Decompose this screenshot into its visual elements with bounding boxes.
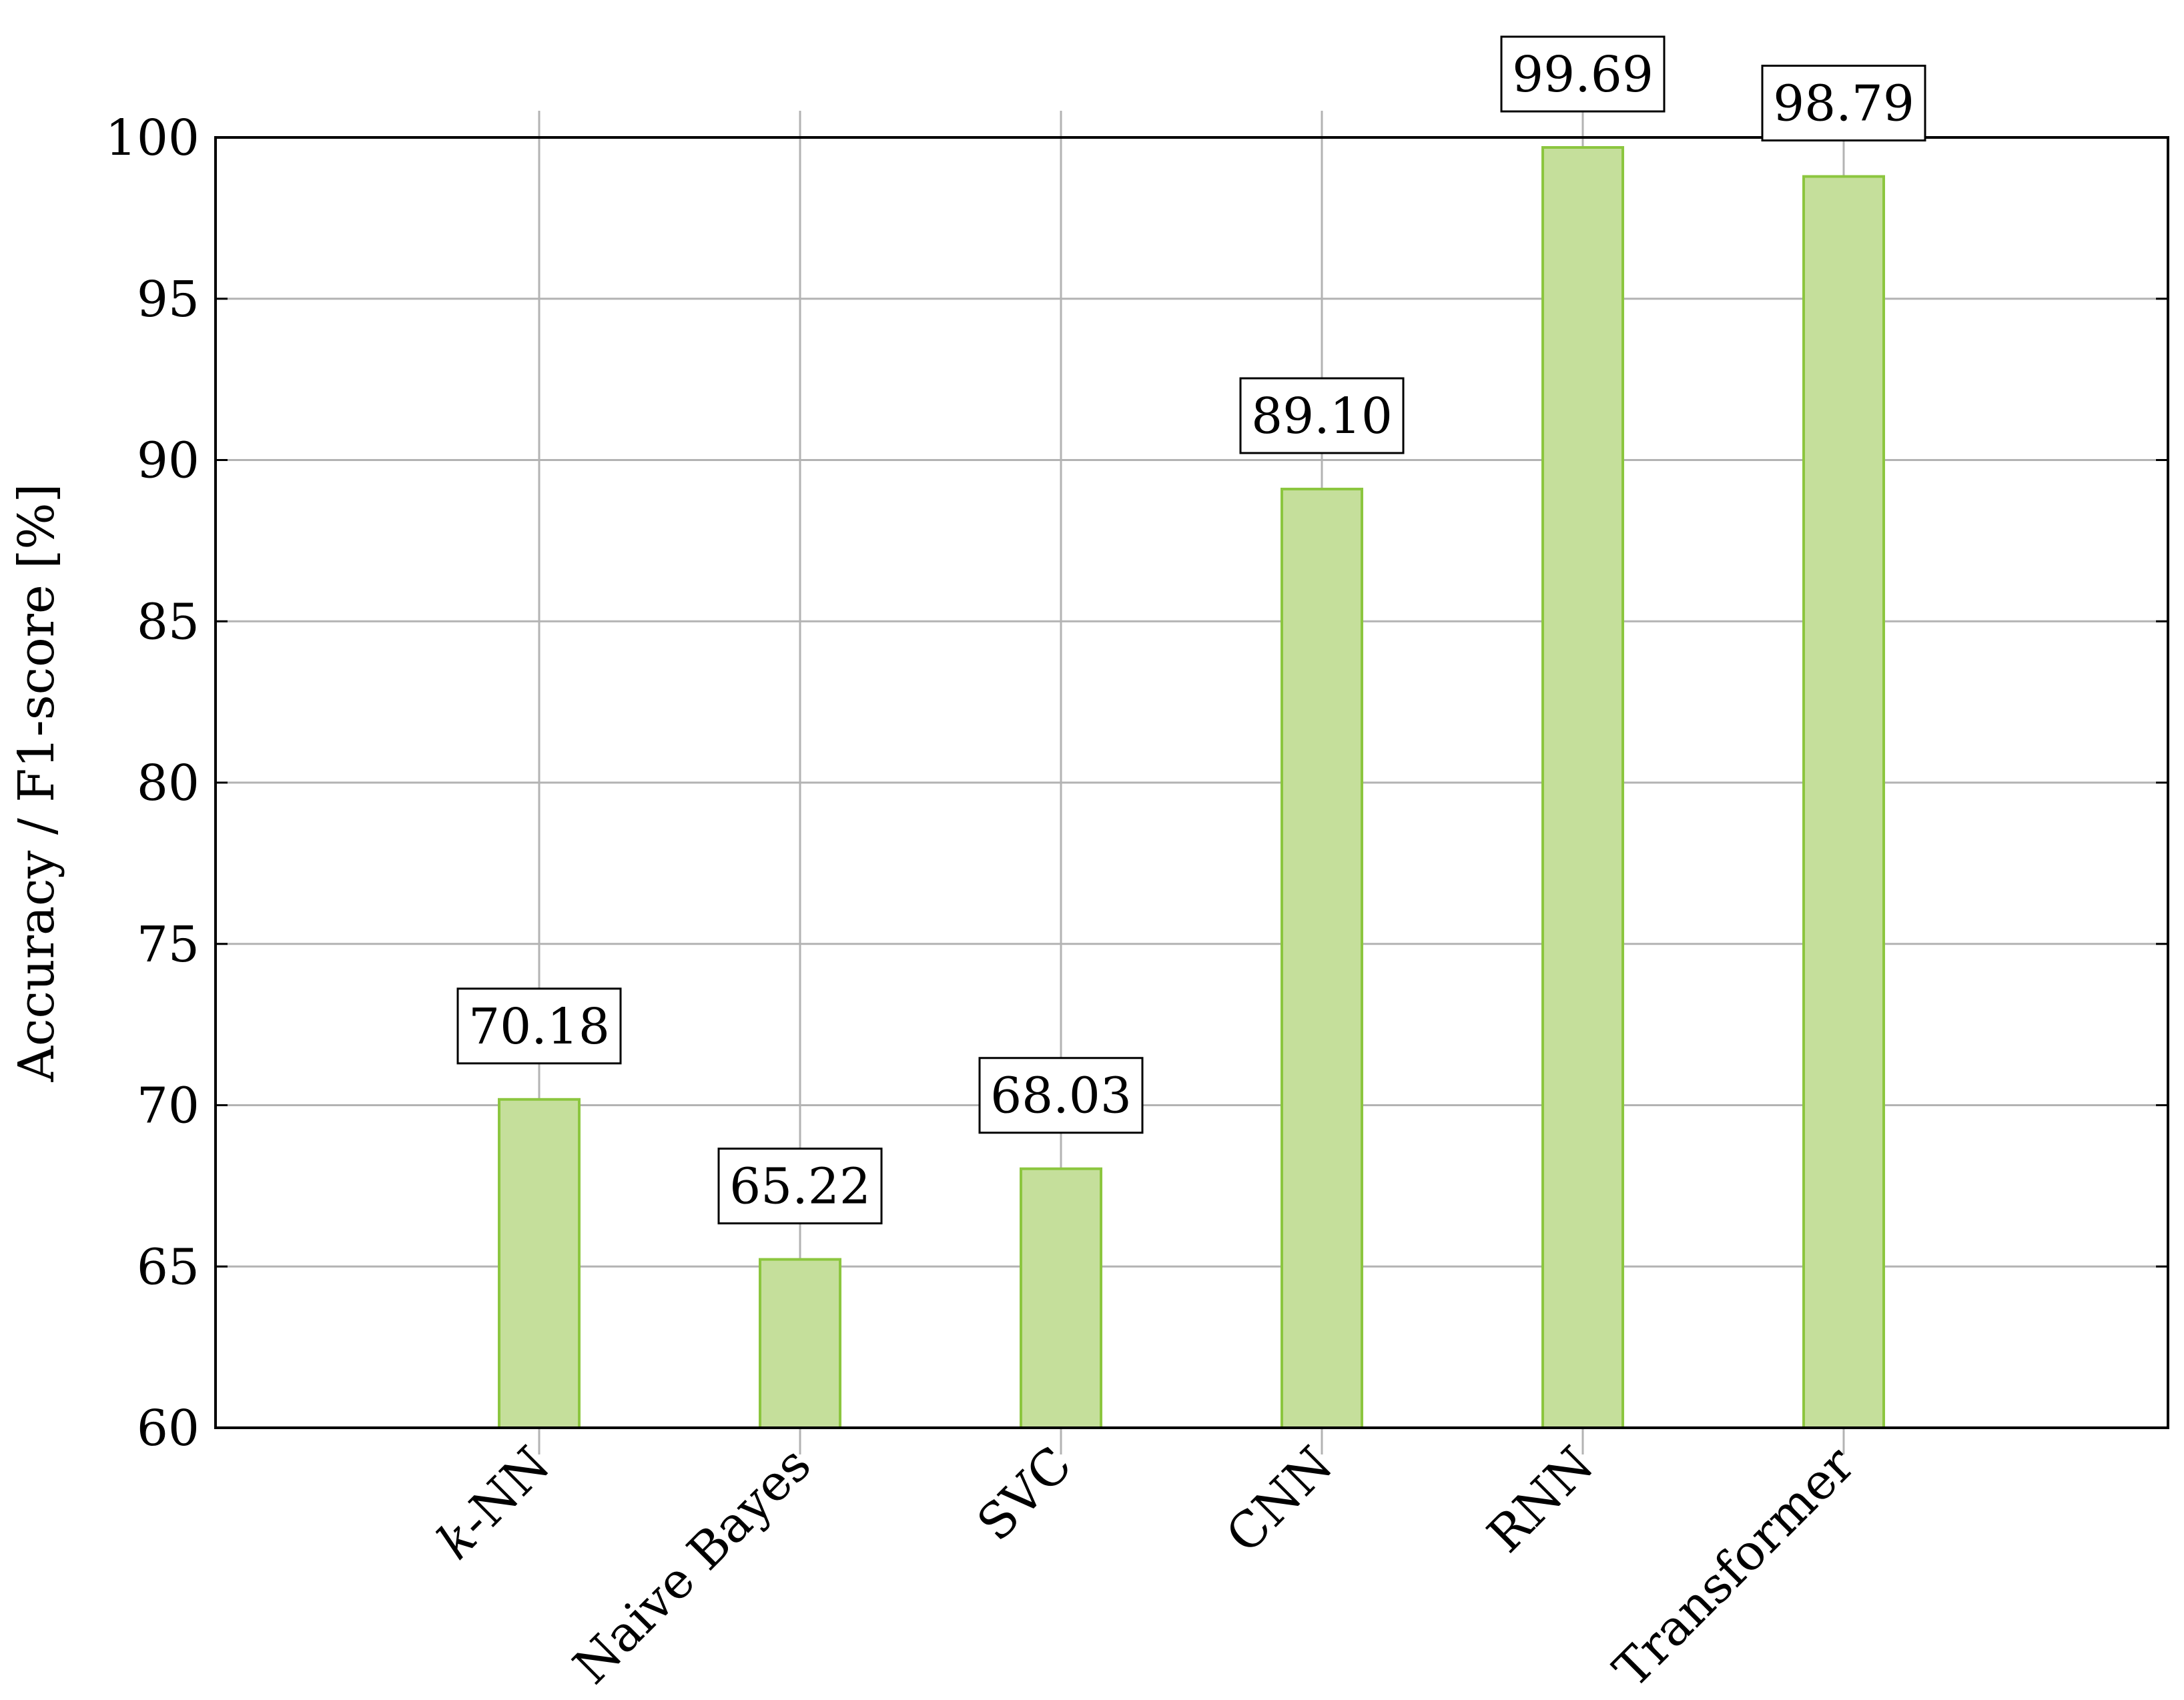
- data-label-box: [978, 1057, 1144, 1134]
- data-label-text: 98.79: [1773, 75, 1914, 133]
- x-tick-label: RNN: [1477, 1436, 1605, 1564]
- data-labels: 70.18 65.22 68.03 89.10 99.69 98.79: [456, 35, 1926, 1225]
- y-tick-label: 90: [137, 432, 200, 490]
- data-label-text: 65.22: [729, 1158, 871, 1216]
- x-tick-label: Naive Bayes: [563, 1436, 822, 1695]
- data-label-box: [717, 1148, 883, 1225]
- data-label: 70.18: [456, 987, 622, 1065]
- data-label-box: [1500, 35, 1666, 113]
- bars-group: [498, 145, 1885, 1430]
- data-label-box: [1761, 65, 1926, 142]
- data-label: 89.10: [1239, 377, 1405, 454]
- y-tick-label: 85: [137, 593, 200, 651]
- y-tick-label: 75: [137, 916, 200, 973]
- y-tick-label: 95: [137, 271, 200, 328]
- bar-naive-bayes: [759, 1258, 841, 1430]
- data-label: 98.79: [1761, 65, 1926, 142]
- data-label-box: [456, 987, 622, 1065]
- x-tick-label: SVC: [966, 1436, 1082, 1552]
- y-tick-labels: 60 65 70 75 80 85 90 95 100: [105, 109, 200, 1457]
- bar-k-nn: [498, 1098, 581, 1429]
- data-label-text: 70.18: [468, 998, 610, 1055]
- x-tick-label: CNN: [1215, 1436, 1343, 1564]
- bar-svc: [1020, 1167, 1102, 1429]
- data-label-text: 89.10: [1251, 388, 1393, 445]
- data-label: 99.69: [1500, 35, 1666, 113]
- y-tick-label: 60: [137, 1400, 200, 1457]
- x-tick-label: Transformer: [1603, 1435, 1866, 1698]
- y-tick-label: 100: [105, 109, 200, 167]
- y-tick-label: 80: [137, 755, 200, 812]
- y-axis-title: Accuracy / F1-score [%]: [8, 484, 65, 1083]
- data-label-box: [1239, 377, 1405, 454]
- data-label-text: 99.69: [1512, 46, 1654, 103]
- data-label: 68.03: [978, 1057, 1144, 1134]
- plot-frame: [214, 136, 2169, 1429]
- y-tick-label: 65: [137, 1238, 200, 1296]
- y-tick-label: 70: [137, 1078, 200, 1135]
- x-tick-label: k-NN: [426, 1436, 561, 1571]
- bar-transformer: [1802, 175, 1885, 1429]
- data-label: 65.22: [717, 1148, 883, 1225]
- data-label-text: 68.03: [990, 1068, 1132, 1125]
- bar-rnn: [1541, 145, 1624, 1429]
- bar-cnn: [1281, 488, 1363, 1429]
